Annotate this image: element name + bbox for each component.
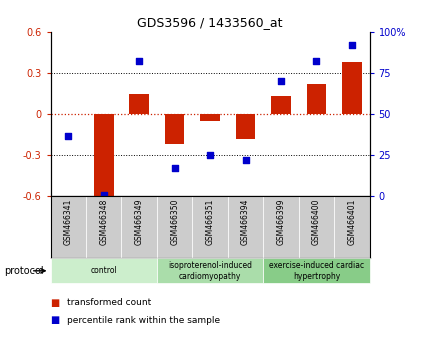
Bar [236,114,255,139]
Text: GSM466341: GSM466341 [64,198,73,245]
Text: isoproterenol-induced
cardiomyopathy: isoproterenol-induced cardiomyopathy [168,261,252,280]
Text: ■: ■ [51,298,60,308]
Text: GSM466349: GSM466349 [135,198,144,245]
Point [313,59,320,64]
Bar [121,196,157,258]
Bar [165,114,184,144]
Text: transformed count: transformed count [67,298,151,307]
Bar [271,96,291,114]
Point [242,158,249,163]
Text: percentile rank within the sample: percentile rank within the sample [67,316,220,325]
Text: GSM466399: GSM466399 [276,198,286,245]
Text: control: control [90,266,117,275]
Text: GSM466348: GSM466348 [99,198,108,245]
Bar [51,196,86,258]
Bar [307,84,326,114]
Point [100,192,107,198]
Bar [334,196,370,258]
Bar [342,62,362,114]
Point [278,79,285,84]
Point [348,42,356,48]
Point [65,133,72,138]
Text: GSM466350: GSM466350 [170,198,179,245]
Text: GSM466401: GSM466401 [347,198,356,245]
Bar [86,196,121,258]
Text: GSM466351: GSM466351 [205,198,215,245]
Bar [129,93,149,114]
Title: GDS3596 / 1433560_at: GDS3596 / 1433560_at [137,16,283,29]
Text: GSM466394: GSM466394 [241,198,250,245]
Bar [200,114,220,121]
Text: protocol: protocol [4,266,44,276]
Bar [228,196,263,258]
Point [171,166,178,171]
Point [207,153,214,158]
Text: ■: ■ [51,315,60,325]
Bar [263,258,370,283]
Bar [299,196,334,258]
Bar [94,114,114,199]
Bar [157,196,192,258]
Point [136,59,143,64]
Bar [157,258,263,283]
Text: GSM466400: GSM466400 [312,198,321,245]
Bar [192,196,228,258]
Bar [51,258,157,283]
Bar [263,196,299,258]
Text: exercise-induced cardiac
hypertrophy: exercise-induced cardiac hypertrophy [269,261,364,280]
